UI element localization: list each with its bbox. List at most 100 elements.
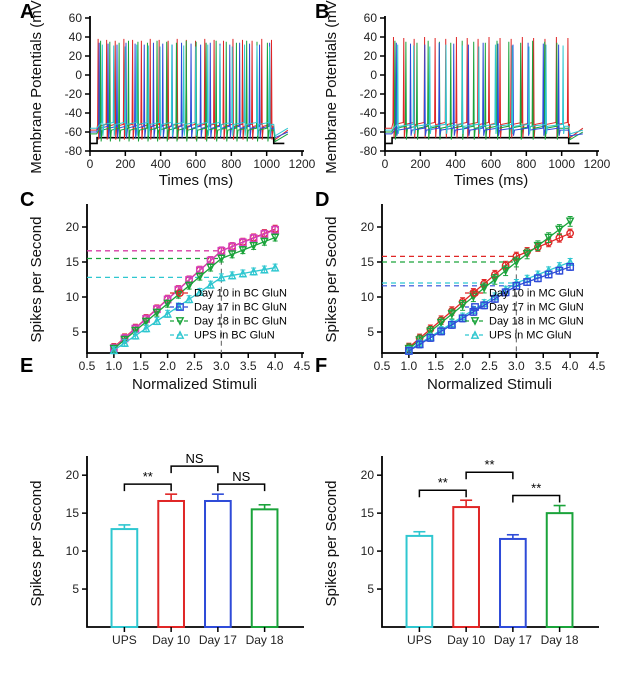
svg-text:-20: -20 — [360, 87, 378, 101]
svg-text:20: 20 — [69, 49, 83, 63]
svg-text:1200: 1200 — [289, 157, 316, 171]
svg-text:4.5: 4.5 — [589, 359, 606, 373]
svg-text:200: 200 — [115, 157, 135, 171]
svg-text:60: 60 — [69, 11, 83, 25]
legend-item: Day 10 in BC GluN — [194, 288, 287, 300]
legend-item: Day 17 in MC GluN — [489, 302, 584, 314]
xlabel-D: Normalized Stimuli — [427, 376, 552, 393]
sig-label: ** — [143, 469, 153, 484]
svg-text:20: 20 — [66, 220, 80, 234]
svg-text:-80: -80 — [360, 144, 378, 158]
svg-text:10: 10 — [361, 290, 375, 304]
svg-text:2.5: 2.5 — [481, 359, 498, 373]
svg-text:15: 15 — [361, 255, 375, 269]
cat-label: UPS — [407, 633, 432, 647]
svg-text:3.5: 3.5 — [240, 359, 257, 373]
svg-text:1200: 1200 — [584, 157, 611, 171]
svg-text:-20: -20 — [65, 87, 83, 101]
bar-UPS — [112, 529, 138, 627]
svg-text:5: 5 — [367, 325, 374, 339]
svg-text:40: 40 — [364, 30, 378, 44]
sig-label: ** — [484, 457, 494, 472]
svg-text:4.5: 4.5 — [294, 359, 311, 373]
svg-text:400: 400 — [446, 157, 466, 171]
svg-text:200: 200 — [410, 157, 430, 171]
svg-text:20: 20 — [66, 468, 80, 482]
svg-text:20: 20 — [364, 49, 378, 63]
legend-item: Day 10 in MC GluN — [489, 288, 584, 300]
svg-text:600: 600 — [186, 157, 206, 171]
svg-text:5: 5 — [367, 582, 374, 596]
svg-text:0.5: 0.5 — [79, 359, 96, 373]
bars-E: ** NS NS — [112, 451, 278, 627]
ylabel-D: Spikes per Second — [323, 217, 340, 343]
legend-D: Day 10 in MC GluN Day 17 in MC GluN Day 18… — [465, 288, 584, 342]
svg-text:1.5: 1.5 — [132, 359, 149, 373]
cat-label: Day 18 — [541, 633, 579, 647]
bar-Day 18 — [252, 509, 278, 627]
svg-text:-40: -40 — [65, 106, 83, 120]
panel-E-letter: E — [20, 355, 33, 377]
svg-text:1.0: 1.0 — [401, 359, 418, 373]
svg-text:10: 10 — [66, 290, 80, 304]
legend-item: UPS in MC GluN — [489, 330, 572, 342]
svg-text:20: 20 — [361, 220, 375, 234]
svg-text:1000: 1000 — [548, 157, 575, 171]
svg-text:20: 20 — [361, 468, 375, 482]
svg-text:15: 15 — [66, 506, 80, 520]
bar-UPS — [407, 536, 433, 627]
bar-Day 17 — [500, 539, 526, 627]
ylabel-C: Spikes per Second — [28, 217, 45, 343]
svg-text:0: 0 — [87, 157, 94, 171]
svg-text:400: 400 — [151, 157, 171, 171]
bar-Day 10 — [453, 507, 479, 627]
svg-text:0: 0 — [382, 157, 389, 171]
legend-item: Day 18 in MC GluN — [489, 316, 584, 328]
svg-text:1.5: 1.5 — [427, 359, 444, 373]
sig-label: ** — [438, 475, 448, 490]
ylabel-A: Membrane Potentials (mV) — [28, 0, 45, 174]
svg-text:4.0: 4.0 — [562, 359, 579, 373]
svg-text:2.0: 2.0 — [159, 359, 176, 373]
xlabel-C: Normalized Stimuli — [132, 376, 257, 393]
svg-text:0: 0 — [370, 68, 377, 82]
svg-text:40: 40 — [69, 30, 83, 44]
svg-text:4.0: 4.0 — [267, 359, 284, 373]
bar-Day 10 — [158, 501, 184, 627]
svg-text:2.0: 2.0 — [454, 359, 471, 373]
cat-label: Day 18 — [246, 633, 284, 647]
cat-label: Day 10 — [152, 633, 190, 647]
svg-text:3.0: 3.0 — [508, 359, 525, 373]
svg-text:60: 60 — [364, 11, 378, 25]
ylabel-E: Spikes per Second — [28, 481, 45, 607]
sig-label: NS — [232, 469, 250, 484]
svg-text:3.5: 3.5 — [535, 359, 552, 373]
svg-text:5: 5 — [72, 582, 79, 596]
svg-text:600: 600 — [481, 157, 501, 171]
xlabel-A: Times (ms) — [159, 172, 233, 189]
svg-text:-60: -60 — [360, 125, 378, 139]
cat-label: Day 17 — [199, 633, 237, 647]
sig-label: ** — [531, 481, 541, 496]
xlabel-B: Times (ms) — [454, 172, 528, 189]
legend-item: Day 17 in BC GluN — [194, 302, 287, 314]
panel-D-letter: D — [315, 189, 329, 211]
cat-label: Day 10 — [447, 633, 485, 647]
bar-Day 17 — [205, 501, 231, 627]
figure: A020040060080010001200-80-60-40-20020406… — [0, 0, 638, 679]
ylabel-B: Membrane Potentials (mV) — [323, 0, 340, 174]
svg-text:800: 800 — [221, 157, 241, 171]
cat-label: Day 17 — [494, 633, 532, 647]
svg-text:0: 0 — [75, 68, 82, 82]
svg-text:15: 15 — [66, 255, 80, 269]
svg-text:0.5: 0.5 — [374, 359, 391, 373]
bar-Day 18 — [547, 513, 573, 627]
ylabel-F: Spikes per Second — [323, 481, 340, 607]
svg-text:15: 15 — [361, 506, 375, 520]
svg-text:10: 10 — [361, 544, 375, 558]
svg-text:3.0: 3.0 — [213, 359, 230, 373]
sig-label: NS — [185, 451, 203, 466]
panel-C-letter: C — [20, 189, 34, 211]
svg-text:10: 10 — [66, 544, 80, 558]
cat-label: UPS — [112, 633, 137, 647]
